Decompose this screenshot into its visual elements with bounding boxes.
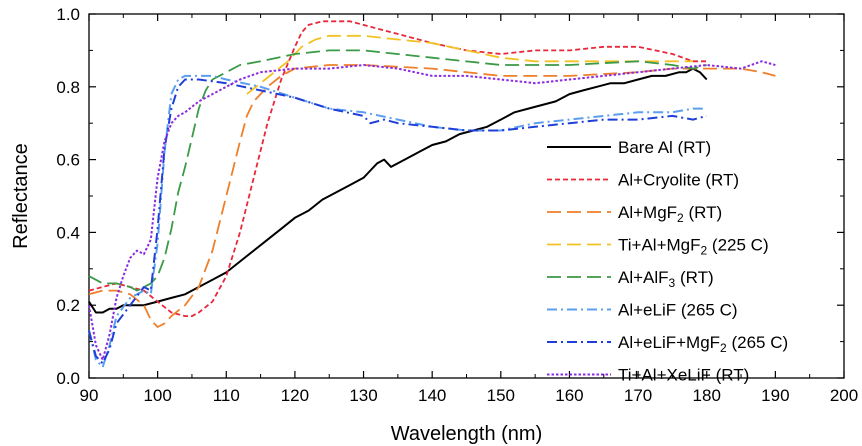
x-tick-label: 200: [830, 386, 858, 405]
x-tick-label: 130: [349, 386, 377, 405]
x-tick-label: 150: [487, 386, 515, 405]
series-line-3: [88, 64, 776, 328]
series-line-5: [88, 49, 707, 292]
axes: 90 100 110 120 130 140 150 160 170 180 190 200 0.0 0.…: [56, 5, 858, 405]
x-tick-label: 100: [143, 386, 171, 405]
y-tick-label: 0.6: [56, 151, 80, 170]
x-tick-label: 140: [418, 386, 446, 405]
series-line-7: [88, 78, 707, 365]
series-line-2: [88, 20, 707, 318]
series-line-6: [88, 74, 707, 369]
series-line-8: [88, 60, 776, 361]
x-tick-label: 170: [624, 386, 652, 405]
legend-label-8: Ti+Al+XeLiF (RT): [618, 366, 749, 385]
y-axis-title: Reflectance: [10, 143, 32, 249]
legend: Bare Al (RT) Al+Cryolite (RT) Al+MgF2 (RT)…: [547, 138, 788, 385]
series-lines: [88, 20, 776, 369]
series-line-4: [246, 34, 693, 95]
y-tick-label: 0.8: [56, 78, 80, 97]
x-tick-label: 90: [80, 386, 99, 405]
x-axis-title: Wavelength (nm): [391, 423, 543, 445]
legend-label-4: Ti+Al+MgF2 (225 C): [618, 236, 769, 258]
y-tick-label: 0.2: [56, 296, 80, 315]
y-tick-label: 1.0: [56, 5, 80, 24]
x-tick-label: 190: [761, 386, 789, 405]
legend-label-7: Al+eLiF+MgF2 (265 C): [618, 333, 788, 355]
x-tick-label: 110: [213, 386, 240, 405]
x-tick-label: 180: [693, 386, 721, 405]
x-tick-label: 160: [555, 386, 583, 405]
series-line-1: [88, 67, 708, 314]
legend-label-1: Bare Al (RT): [618, 138, 711, 157]
y-tick-label: 0.4: [56, 223, 80, 242]
legend-label-3: Al+MgF2 (RT): [618, 203, 722, 225]
legend-label-5: Al+AlF3 (RT): [618, 268, 714, 290]
legend-label-2: Al+Cryolite (RT): [618, 171, 739, 190]
x-tick-label: 120: [281, 386, 309, 405]
y-tick-label: 0.0: [56, 369, 80, 388]
legend-label-6: Al+eLiF (265 C): [618, 301, 738, 320]
